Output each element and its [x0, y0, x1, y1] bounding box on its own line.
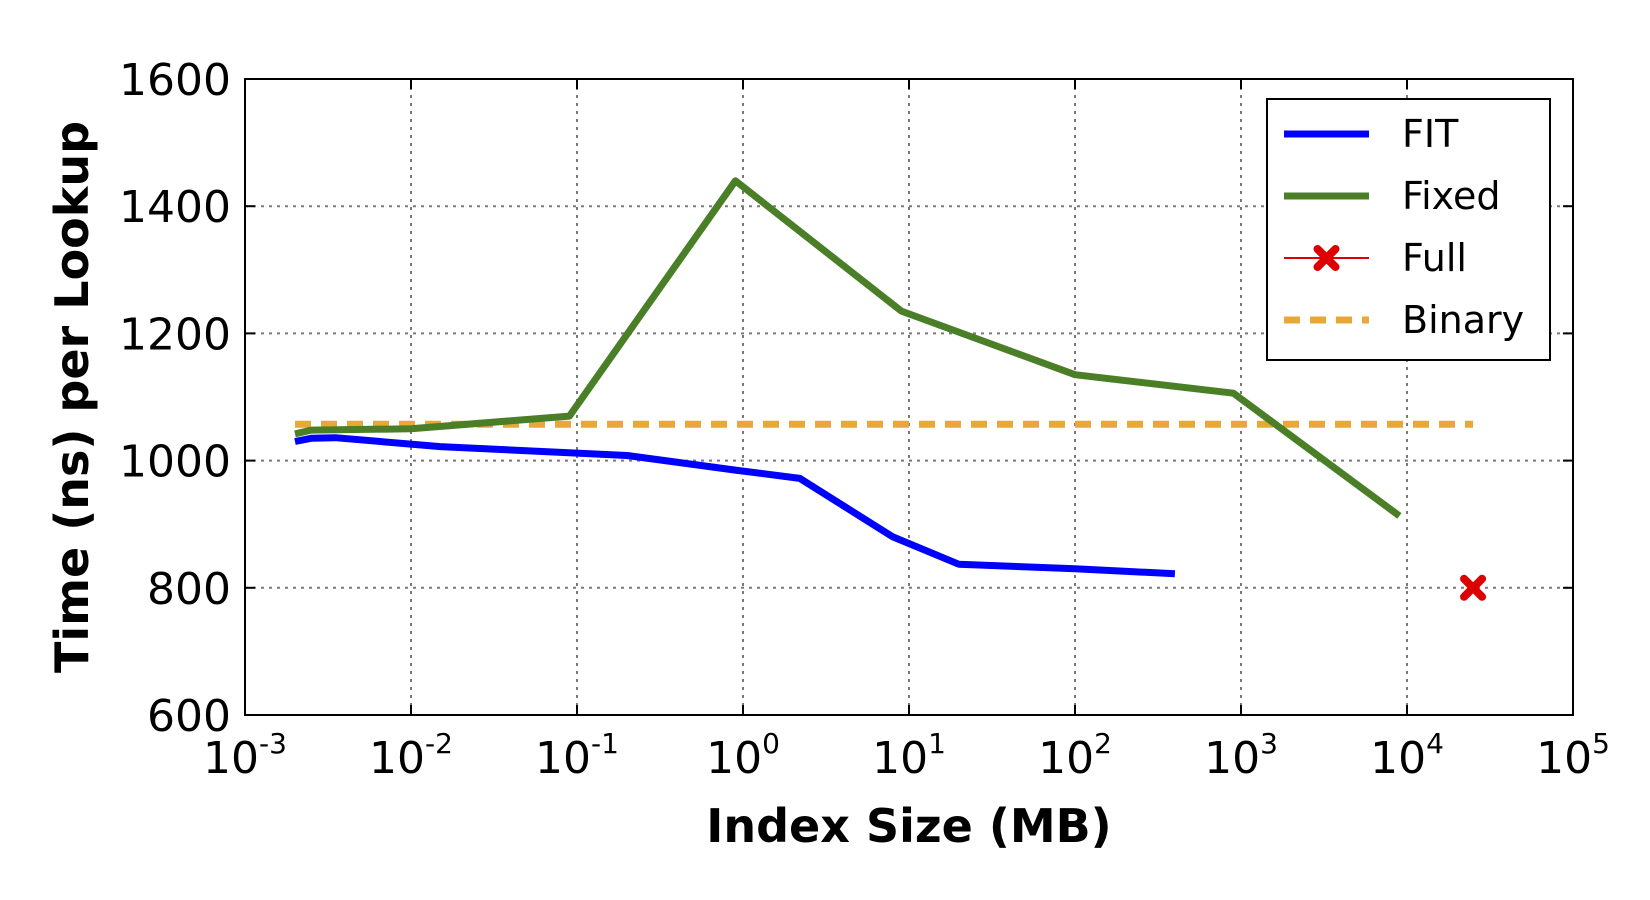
x-axis-title: Index Size (MB) — [706, 799, 1111, 853]
x-tick-label: 10-1 — [535, 727, 619, 784]
x-tick-label: 10-3 — [203, 727, 287, 784]
series-fixed-line — [294, 177, 1402, 519]
plot-series — [294, 177, 1487, 601]
x-tick-label: 101 — [872, 727, 946, 784]
x-tick-label: 105 — [1536, 727, 1610, 784]
legend-label-full: Full — [1402, 236, 1467, 280]
y-tick-label: 1600 — [119, 55, 231, 106]
y-tick-label: 800 — [147, 564, 231, 615]
legend-marker-full — [1313, 245, 1340, 271]
legend-label-binary: Binary — [1402, 298, 1524, 342]
series-fit-line — [294, 434, 1176, 578]
x-axis-ticks: 10-3 10-2 10-1 100 101 102 103 104 105 — [203, 79, 1610, 784]
y-tick-label: 600 — [147, 691, 231, 742]
x-tick-label: 103 — [1204, 727, 1278, 784]
y-axis-title: Time (ns) per Lookup — [45, 121, 99, 673]
series-full-marker — [1460, 574, 1487, 601]
y-tick-label: 1000 — [119, 437, 231, 488]
x-tick-label: 100 — [706, 727, 780, 784]
legend: FIT Fixed Full Binary — [1266, 98, 1551, 361]
x-tick-label: 104 — [1370, 727, 1444, 784]
x-tick-label: 102 — [1038, 727, 1112, 784]
x-tick-label: 10-2 — [369, 727, 453, 784]
y-tick-label: 1400 — [119, 182, 231, 233]
legend-label-fit: FIT — [1402, 112, 1459, 156]
legend-label-fixed: Fixed — [1402, 174, 1500, 218]
y-tick-label: 1200 — [119, 309, 231, 360]
y-axis-ticks: 600 800 1000 1200 1400 1600 — [119, 55, 1573, 742]
